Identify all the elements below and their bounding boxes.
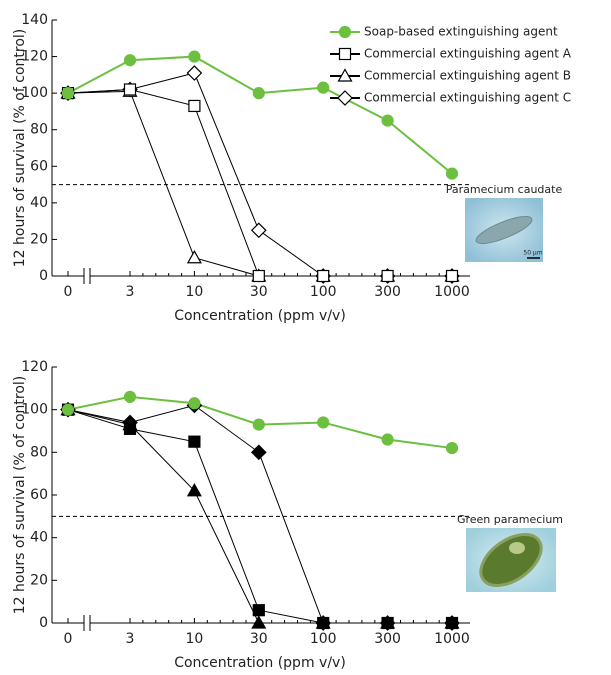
legend-marker [338,47,352,61]
legend-marker [337,68,353,82]
y-tick-label: 100 [21,402,48,418]
marker [317,416,330,429]
marker [123,422,137,435]
y-tick-label: 60 [30,158,48,174]
marker [188,99,201,113]
marker [252,87,265,100]
y-tick-label: 0 [39,615,48,631]
legend-label: Soap-based extinguishing agent [364,25,558,39]
y-tick-label: 100 [21,85,48,101]
photo-2 [466,528,556,592]
marker [61,87,75,100]
marker [381,269,394,283]
image-label: Paramecium caudate [446,183,563,196]
marker [186,249,202,264]
marker [445,269,459,283]
x-tick-label: 1000 [434,631,470,647]
marker [252,604,265,617]
chart: 0 20 40 60 80 100 120 0 3 10 30 100 300 1000 12 hours … [12,359,563,671]
marker [252,418,265,431]
marker [381,616,394,630]
marker [252,269,265,283]
marker [123,390,137,403]
axis-break [84,268,90,284]
x-tick-label: 3 [126,631,135,647]
image-label: Green paramecium [457,513,563,526]
y-tick-label: 20 [30,572,48,588]
series-line [67,90,452,277]
y-tick-label: 80 [30,122,48,138]
x-tick-label: 1000 [434,284,470,300]
marker [188,435,201,448]
legend-label: Commercial extinguishing agent C [364,91,571,105]
marker [317,81,330,94]
x-tick-label: 10 [185,284,203,300]
marker [250,444,267,461]
marker [251,615,267,629]
series-line [67,404,452,624]
marker [188,50,201,63]
y-axis-label: 12 hours of survival (% of control) [12,29,28,267]
marker [186,483,202,497]
x-tick-label: 300 [374,284,401,300]
y-tick-label: 20 [30,231,48,247]
marker [123,54,137,67]
marker [317,269,330,283]
series-line [67,88,452,277]
y-tick-label: 0 [39,268,48,284]
marker [381,114,394,127]
x-axis-label: Concentration (ppm v/v) [174,655,346,671]
x-tick-label: 3 [126,284,135,300]
legend-label: Commercial extinguishing agent B [364,69,571,83]
marker [445,167,459,180]
x-tick-label: 0 [64,631,73,647]
legend-marker [337,90,353,106]
x-tick-label: 300 [374,631,401,647]
marker [186,65,203,81]
y-tick-label: 80 [30,444,48,460]
axis-break [84,615,90,631]
y-tick-label: 40 [30,195,48,211]
marker [123,83,137,96]
y-tick-label: 40 [30,530,48,546]
x-tick-label: 0 [64,284,73,300]
x-tick-label: 30 [250,631,268,647]
photo-1 [465,198,543,262]
legend-label: Commercial extinguishing agent A [364,47,572,61]
chart: 0 20 40 60 80 100 120 140 0 3 10 30 100 300 1000 12 hou… [12,12,572,324]
marker [445,441,459,455]
y-tick-label: 60 [30,487,48,503]
y-tick-label: 140 [21,12,48,28]
y-tick-label: 120 [21,49,48,65]
y-tick-label: 120 [21,359,48,375]
x-axis-label: Concentration (ppm v/v) [174,308,346,324]
x-tick-label: 100 [310,284,337,300]
marker [61,403,75,416]
y-axis-label: 12 hours of survival (% of control) [12,376,28,614]
marker [381,433,394,446]
x-tick-label: 100 [310,631,337,647]
x-tick-label: 10 [185,631,203,647]
x-tick-label: 30 [250,284,268,300]
marker [188,397,201,410]
legend-marker [338,25,352,39]
marker [317,616,330,630]
scale-label: 50 μm [523,250,542,257]
marker [445,616,459,630]
marker [250,222,267,239]
